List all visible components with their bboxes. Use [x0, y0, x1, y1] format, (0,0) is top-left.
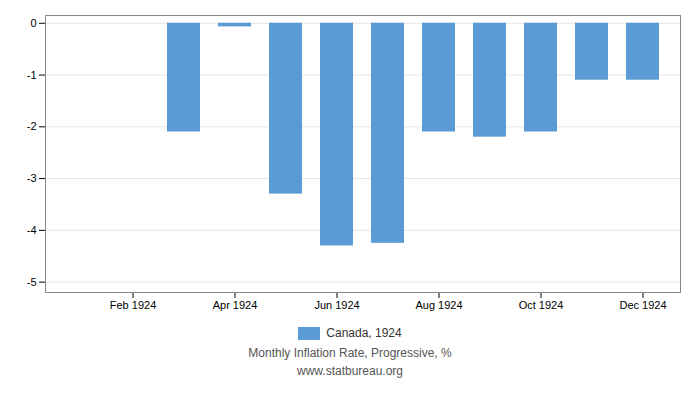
html-text:Canada, 1924: Canada, 1924	[326, 326, 402, 340]
svg-text:0: 0	[30, 17, 36, 29]
svg-text:-1: -1	[27, 69, 37, 81]
svg-text:Feb 1924: Feb 1924	[110, 299, 156, 311]
svg-text:-4: -4	[27, 224, 37, 236]
svg-text:-5: -5	[27, 276, 37, 288]
svg-text:Dec 1924: Dec 1924	[619, 299, 666, 311]
svg-text:-2: -2	[27, 120, 37, 132]
svg-text:Apr 1924: Apr 1924	[213, 299, 258, 311]
svg-text:Jun 1924: Jun 1924	[314, 299, 359, 311]
html-text:www.statbureau.org: www.statbureau.org	[297, 364, 403, 378]
svg-text:Oct 1924: Oct 1924	[519, 299, 564, 311]
svg-text:-3: -3	[27, 172, 37, 184]
html-text:Monthly Inflation Rate, Progre: Monthly Inflation Rate, Progressive, %	[248, 346, 452, 360]
svg-text:Aug 1924: Aug 1924	[415, 299, 462, 311]
